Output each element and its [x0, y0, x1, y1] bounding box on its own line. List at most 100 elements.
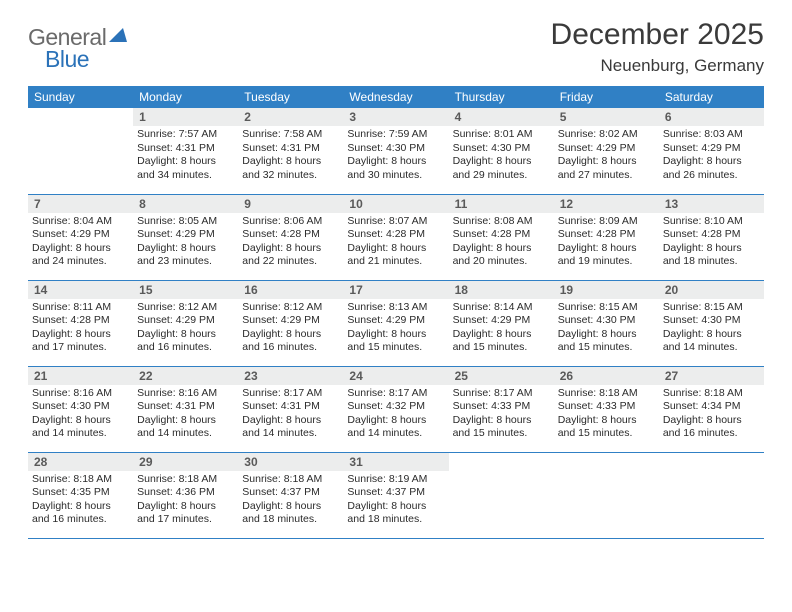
day-details: Sunrise: 8:10 AMSunset: 4:28 PMDaylight:… [659, 213, 764, 274]
day-number: 30 [238, 453, 343, 471]
sunset-line: Sunset: 4:30 PM [347, 142, 444, 156]
sunset-line: Sunset: 4:29 PM [347, 314, 444, 328]
calendar-week-row: 28Sunrise: 8:18 AMSunset: 4:35 PMDayligh… [28, 452, 764, 538]
sunrise-line: Sunrise: 8:07 AM [347, 215, 444, 229]
daylight-line: Daylight: 8 hours and 15 minutes. [558, 328, 655, 355]
daylight-line: Daylight: 8 hours and 17 minutes. [32, 328, 129, 355]
daylight-line: Daylight: 8 hours and 15 minutes. [453, 328, 550, 355]
sunrise-line: Sunrise: 8:19 AM [347, 473, 444, 487]
page-title: December 2025 [551, 18, 764, 52]
day-number: 7 [28, 195, 133, 213]
calendar-day-cell: 5Sunrise: 8:02 AMSunset: 4:29 PMDaylight… [554, 108, 659, 194]
daylight-line: Daylight: 8 hours and 26 minutes. [663, 155, 760, 182]
sunrise-line: Sunrise: 8:14 AM [453, 301, 550, 315]
daylight-line: Daylight: 8 hours and 18 minutes. [242, 500, 339, 527]
daylight-line: Daylight: 8 hours and 14 minutes. [32, 414, 129, 441]
sunrise-line: Sunrise: 8:02 AM [558, 128, 655, 142]
day-details: Sunrise: 8:01 AMSunset: 4:30 PMDaylight:… [449, 126, 554, 187]
calendar-day-cell: 15Sunrise: 8:12 AMSunset: 4:29 PMDayligh… [133, 280, 238, 366]
sunset-line: Sunset: 4:31 PM [242, 142, 339, 156]
day-number: 28 [28, 453, 133, 471]
sunset-line: Sunset: 4:28 PM [347, 228, 444, 242]
sunrise-line: Sunrise: 8:12 AM [137, 301, 234, 315]
sunrise-line: Sunrise: 8:17 AM [453, 387, 550, 401]
day-header: Thursday [449, 86, 554, 108]
calendar-day-cell: 7Sunrise: 8:04 AMSunset: 4:29 PMDaylight… [28, 194, 133, 280]
calendar-table: Sunday Monday Tuesday Wednesday Thursday… [28, 86, 764, 539]
day-header: Sunday [28, 86, 133, 108]
day-details: Sunrise: 8:17 AMSunset: 4:33 PMDaylight:… [449, 385, 554, 446]
calendar-day-cell: 29Sunrise: 8:18 AMSunset: 4:36 PMDayligh… [133, 452, 238, 538]
day-number: 4 [449, 108, 554, 126]
day-header: Wednesday [343, 86, 448, 108]
sunrise-line: Sunrise: 8:04 AM [32, 215, 129, 229]
day-number: 15 [133, 281, 238, 299]
calendar-day-cell: 25Sunrise: 8:17 AMSunset: 4:33 PMDayligh… [449, 366, 554, 452]
calendar-day-cell: 14Sunrise: 8:11 AMSunset: 4:28 PMDayligh… [28, 280, 133, 366]
logo-triangle-icon [109, 26, 127, 47]
day-header: Saturday [659, 86, 764, 108]
sunrise-line: Sunrise: 8:11 AM [32, 301, 129, 315]
sunrise-line: Sunrise: 8:12 AM [242, 301, 339, 315]
calendar-day-cell: 1Sunrise: 7:57 AMSunset: 4:31 PMDaylight… [133, 108, 238, 194]
sunset-line: Sunset: 4:33 PM [453, 400, 550, 414]
day-number: 2 [238, 108, 343, 126]
sunrise-line: Sunrise: 8:18 AM [558, 387, 655, 401]
day-number: 1 [133, 108, 238, 126]
sunset-line: Sunset: 4:32 PM [347, 400, 444, 414]
daylight-line: Daylight: 8 hours and 16 minutes. [32, 500, 129, 527]
sunset-line: Sunset: 4:29 PM [558, 142, 655, 156]
day-details: Sunrise: 8:17 AMSunset: 4:31 PMDaylight:… [238, 385, 343, 446]
calendar-day-cell: 17Sunrise: 8:13 AMSunset: 4:29 PMDayligh… [343, 280, 448, 366]
sunset-line: Sunset: 4:28 PM [663, 228, 760, 242]
sunrise-line: Sunrise: 8:01 AM [453, 128, 550, 142]
calendar-day-cell: 18Sunrise: 8:14 AMSunset: 4:29 PMDayligh… [449, 280, 554, 366]
day-number: 14 [28, 281, 133, 299]
sunset-line: Sunset: 4:31 PM [137, 400, 234, 414]
daylight-line: Daylight: 8 hours and 14 minutes. [242, 414, 339, 441]
calendar-day-cell: 30Sunrise: 8:18 AMSunset: 4:37 PMDayligh… [238, 452, 343, 538]
sunrise-line: Sunrise: 8:18 AM [32, 473, 129, 487]
sunrise-line: Sunrise: 8:06 AM [242, 215, 339, 229]
sunset-line: Sunset: 4:30 PM [663, 314, 760, 328]
daylight-line: Daylight: 8 hours and 34 minutes. [137, 155, 234, 182]
daylight-line: Daylight: 8 hours and 15 minutes. [347, 328, 444, 355]
day-number: 29 [133, 453, 238, 471]
calendar-week-row: 14Sunrise: 8:11 AMSunset: 4:28 PMDayligh… [28, 280, 764, 366]
day-details: Sunrise: 8:08 AMSunset: 4:28 PMDaylight:… [449, 213, 554, 274]
day-number: 23 [238, 367, 343, 385]
sunrise-line: Sunrise: 8:16 AM [32, 387, 129, 401]
sunset-line: Sunset: 4:31 PM [137, 142, 234, 156]
daylight-line: Daylight: 8 hours and 16 minutes. [242, 328, 339, 355]
calendar-day-cell: 31Sunrise: 8:19 AMSunset: 4:37 PMDayligh… [343, 452, 448, 538]
day-details: Sunrise: 8:04 AMSunset: 4:29 PMDaylight:… [28, 213, 133, 274]
day-number: 3 [343, 108, 448, 126]
page-subtitle: Neuenburg, Germany [551, 56, 764, 76]
daylight-line: Daylight: 8 hours and 19 minutes. [558, 242, 655, 269]
sunrise-line: Sunrise: 8:18 AM [663, 387, 760, 401]
daylight-line: Daylight: 8 hours and 21 minutes. [347, 242, 444, 269]
sunset-line: Sunset: 4:37 PM [242, 486, 339, 500]
daylight-line: Daylight: 8 hours and 22 minutes. [242, 242, 339, 269]
daylight-line: Daylight: 8 hours and 15 minutes. [558, 414, 655, 441]
daylight-line: Daylight: 8 hours and 24 minutes. [32, 242, 129, 269]
sunset-line: Sunset: 4:30 PM [558, 314, 655, 328]
calendar-week-row: 7Sunrise: 8:04 AMSunset: 4:29 PMDaylight… [28, 194, 764, 280]
title-block: December 2025 Neuenburg, Germany [551, 18, 764, 76]
day-header: Friday [554, 86, 659, 108]
calendar-day-cell: 26Sunrise: 8:18 AMSunset: 4:33 PMDayligh… [554, 366, 659, 452]
calendar-day-cell: 24Sunrise: 8:17 AMSunset: 4:32 PMDayligh… [343, 366, 448, 452]
day-details: Sunrise: 8:18 AMSunset: 4:33 PMDaylight:… [554, 385, 659, 446]
calendar-day-cell: 19Sunrise: 8:15 AMSunset: 4:30 PMDayligh… [554, 280, 659, 366]
day-number: 26 [554, 367, 659, 385]
day-details: Sunrise: 8:18 AMSunset: 4:37 PMDaylight:… [238, 471, 343, 532]
calendar-day-cell: . [554, 452, 659, 538]
calendar-day-cell: 8Sunrise: 8:05 AMSunset: 4:29 PMDaylight… [133, 194, 238, 280]
sunset-line: Sunset: 4:29 PM [137, 228, 234, 242]
daylight-line: Daylight: 8 hours and 14 minutes. [663, 328, 760, 355]
sunrise-line: Sunrise: 8:08 AM [453, 215, 550, 229]
daylight-line: Daylight: 8 hours and 16 minutes. [137, 328, 234, 355]
sunset-line: Sunset: 4:36 PM [137, 486, 234, 500]
day-details: Sunrise: 8:07 AMSunset: 4:28 PMDaylight:… [343, 213, 448, 274]
daylight-line: Daylight: 8 hours and 16 minutes. [663, 414, 760, 441]
